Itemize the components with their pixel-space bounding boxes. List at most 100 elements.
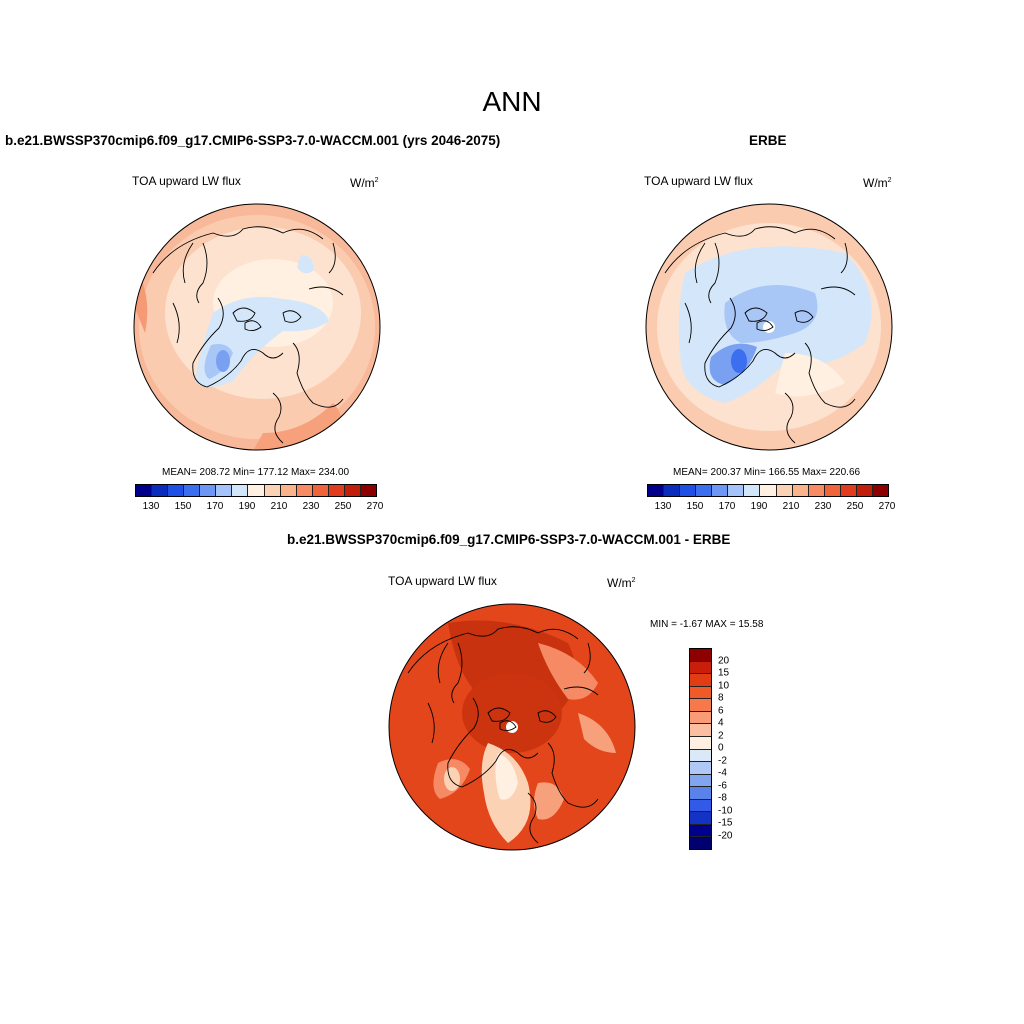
colorbar-swatch: [712, 485, 729, 496]
map-fill: [216, 350, 230, 372]
colorbar-tick-label: 230: [302, 501, 320, 512]
polar-map-obs: [645, 203, 893, 451]
colorbar-swatch: [690, 774, 711, 788]
colorbar-swatch: [776, 485, 793, 496]
colorbar-tick-label: 2: [718, 730, 724, 741]
stats-label: MEAN= 200.37 Min= 166.55 Max= 220.66: [673, 467, 861, 478]
colorbar-swatch: [760, 485, 777, 496]
colorbar-swatch: [840, 485, 857, 496]
colorbar-swatch: [690, 824, 711, 838]
colorbar-tick-label: -8: [718, 792, 727, 804]
colorbar-tick-label: 6: [718, 705, 724, 716]
colorbar-tick-label: -4: [718, 767, 727, 779]
colorbar-swatch: [690, 736, 711, 750]
case-title-obs: ERBE: [749, 133, 787, 148]
colorbar-vertical: [689, 648, 712, 850]
stats-label: MIN = -1.67 MAX = 15.58: [650, 619, 764, 630]
colorbar-swatch: [696, 485, 713, 496]
polar-map-diff: [388, 603, 636, 851]
colorbar-swatch: [728, 485, 745, 496]
colorbar-swatch: [664, 485, 681, 496]
colorbar-tick-label: 20: [718, 655, 730, 666]
colorbar-swatch: [360, 485, 376, 496]
colorbar-tick-label: 150: [174, 501, 192, 512]
colorbar-tick-label: 15: [718, 667, 730, 679]
colorbar-swatch: [690, 711, 711, 725]
map-fill: [538, 643, 598, 700]
colorbar-swatch: [690, 799, 711, 813]
colorbar-tick-label: 250: [334, 501, 352, 512]
map-fill: [495, 753, 518, 800]
colorbar-swatch: [168, 485, 185, 496]
colorbar-swatch: [690, 699, 711, 712]
colorbar-tick-label: 270: [366, 501, 384, 512]
coastlines: [407, 626, 599, 844]
map-fill: [444, 767, 460, 791]
colorbar-swatch: [280, 485, 297, 496]
map-fill: [462, 673, 562, 753]
case-title-diff: b.e21.BWSSP370cmip6.f09_g17.CMIP6-SSP3-7…: [287, 532, 731, 547]
variable-label: TOA upward LW flux: [644, 174, 753, 188]
colorbar-swatch: [216, 485, 233, 496]
colorbar-swatch: [824, 485, 841, 496]
colorbar-swatch: [690, 649, 711, 662]
colorbar: [647, 484, 889, 497]
colorbar-tick-label: 150: [686, 501, 704, 512]
colorbar-swatch: [200, 485, 217, 496]
colorbar-swatch: [690, 762, 711, 775]
colorbar-swatch: [690, 686, 711, 700]
colorbar-swatch: [312, 485, 329, 496]
colorbar-swatch: [690, 837, 711, 849]
colorbar-swatch: [296, 485, 313, 496]
colorbar-tick-label: 8: [718, 692, 724, 704]
colorbar-tick-label: 190: [750, 501, 768, 512]
colorbar-swatch: [136, 485, 153, 496]
colorbar-swatch: [344, 485, 361, 496]
map-fill: [775, 353, 845, 397]
map-fill: [731, 349, 747, 373]
coastlines: [152, 226, 344, 444]
colorbar: [135, 484, 377, 497]
colorbar-swatch: [184, 485, 201, 496]
main-title: ANN: [482, 86, 542, 117]
colorbar-swatch: [680, 485, 697, 496]
colorbar-tick-label: -6: [718, 780, 727, 791]
colorbar-tick-label: 130: [654, 501, 672, 512]
colorbar-swatch: [872, 485, 888, 496]
colorbar-tick-label: 210: [782, 501, 800, 512]
colorbar-tick-label: 170: [206, 501, 224, 512]
colorbar-tick-label: 250: [846, 501, 864, 512]
variable-label: TOA upward LW flux: [388, 574, 497, 588]
colorbar-tick-label: -15: [718, 817, 733, 829]
polar-map-model: [133, 203, 381, 451]
map-fill: [724, 285, 818, 343]
colorbar-swatch: [690, 787, 711, 800]
colorbar-swatch: [690, 674, 711, 687]
variable-label: TOA upward LW flux: [132, 174, 241, 188]
colorbar-swatch: [690, 749, 711, 763]
colorbar-swatch: [808, 485, 825, 496]
colorbar-tick-label: 190: [238, 501, 256, 512]
colorbar-tick-label: 230: [814, 501, 832, 512]
colorbar-swatch: [690, 812, 711, 825]
colorbar-swatch: [648, 485, 665, 496]
colorbar-swatch: [744, 485, 761, 496]
case-title-model: b.e21.BWSSP370cmip6.f09_g17.CMIP6-SSP3-7…: [5, 133, 501, 148]
colorbar-tick-label: 170: [718, 501, 736, 512]
map-fill: [534, 782, 564, 820]
colorbar-tick-label: -10: [718, 805, 733, 816]
colorbar-swatch: [856, 485, 873, 496]
colorbar-tick-label: 0: [718, 742, 724, 754]
map-fill: [297, 255, 314, 274]
colorbar-swatch: [232, 485, 249, 496]
colorbar-tick-label: -2: [718, 755, 727, 766]
colorbar-swatch: [690, 724, 711, 737]
colorbar-tick-label: 130: [142, 501, 160, 512]
colorbar-tick-label: 4: [718, 717, 724, 729]
units-label: W/m2: [863, 176, 892, 190]
units-label: W/m2: [607, 576, 636, 590]
colorbar-swatch: [264, 485, 281, 496]
colorbar-swatch: [248, 485, 265, 496]
units-label: W/m2: [350, 176, 379, 190]
colorbar-tick-label: -20: [718, 830, 733, 841]
